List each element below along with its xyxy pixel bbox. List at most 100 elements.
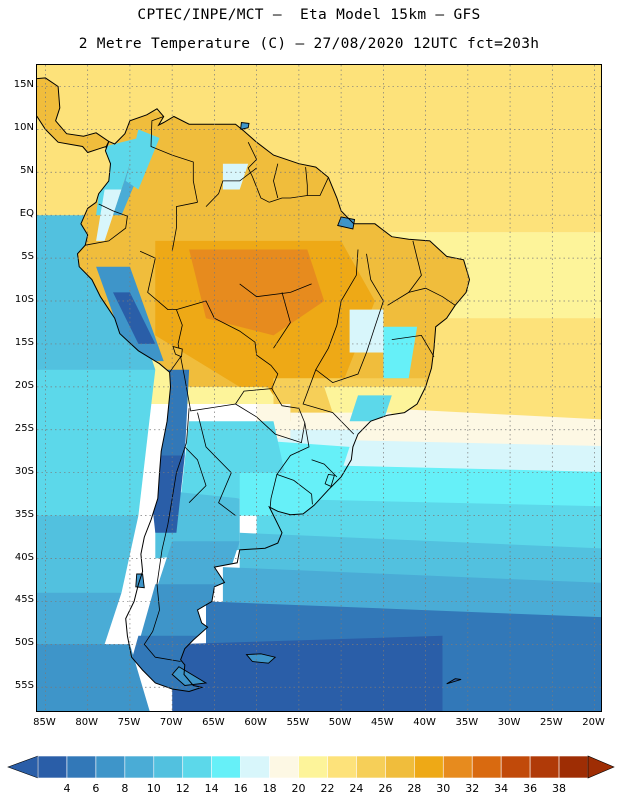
lat-tick-label: 15S [14, 336, 34, 348]
colorbar-level-label: 10 [146, 782, 161, 795]
lat-tick-label: 30S [14, 465, 34, 477]
colorbar-swatch-11 [356, 755, 386, 779]
border-19 [391, 334, 435, 358]
island-1 [135, 573, 145, 589]
colorbar-level-label: 26 [378, 782, 393, 795]
lat-lon-grid [37, 65, 601, 711]
ocean-band-11 [37, 215, 156, 397]
colorbar-swatch-15 [471, 755, 502, 779]
border-20 [408, 287, 456, 306]
colorbar-swatch-4 [153, 755, 184, 779]
lat-tick-label: EQ [19, 208, 34, 220]
lon-tick-label: 25W [540, 717, 563, 728]
lon-tick-label: 70W [159, 717, 183, 728]
colorbar-swatch-2 [95, 755, 126, 779]
lon-tick-label: 60W [244, 717, 267, 728]
lat-tick-label: 15N [13, 79, 34, 91]
colorbar-level-label: 24 [349, 782, 364, 795]
colorbar-level-label: 18 [262, 782, 277, 795]
colorbar-level-label: 30 [436, 782, 451, 795]
lat-tick-label: 50S [14, 637, 34, 649]
border-15 [315, 249, 384, 384]
border-21 [387, 240, 422, 306]
colorbar-swatch-12 [385, 755, 415, 779]
lat-tick-label: 25S [14, 422, 34, 434]
lat-tick-label: 5S [21, 251, 34, 263]
colorbar-swatch-5 [182, 755, 212, 779]
islands [135, 122, 462, 686]
border-16 [273, 292, 291, 349]
colorbar-swatch-8 [269, 755, 299, 779]
land-field-12 [239, 472, 325, 516]
land-field-25 [222, 163, 249, 190]
colorbar-level-label: 20 [291, 782, 306, 795]
colorbar-swatch-13 [414, 755, 444, 779]
colorbar-level-label: 22 [320, 782, 335, 795]
lat-tick-label: 55S [14, 680, 34, 692]
colorbar-level-label: 36 [523, 782, 538, 795]
colorbar-level-label: 6 [92, 782, 100, 795]
border-13 [305, 167, 308, 196]
ocean-band-15 [37, 644, 150, 711]
colorbar-swatch-9 [298, 755, 328, 779]
lon-tick-label: 30W [497, 717, 521, 728]
colorbar-swatch-18 [558, 755, 589, 779]
border-12 [273, 163, 279, 199]
colorbar-high-arrow [587, 755, 615, 779]
colorbar-swatch-7 [240, 755, 270, 779]
lon-tick-label: 20W [582, 717, 605, 728]
colorbar-swatch-16 [500, 755, 531, 779]
ocean-band-12 [37, 369, 156, 535]
colorbar-swatch-10 [327, 755, 357, 779]
lat-tick-label: 10S [14, 294, 34, 306]
lat-tick-label: 40S [14, 551, 34, 563]
colorbar-level-label: 12 [175, 782, 190, 795]
lat-tick-label: 10N [13, 122, 34, 134]
border-9 [143, 408, 190, 662]
temperature-map-canvas [37, 65, 601, 711]
border-6 [235, 388, 306, 444]
colorbar-level-label: 4 [63, 782, 71, 795]
ocean-band-14 [37, 592, 122, 656]
land-field-14 [155, 541, 240, 593]
lagoa-dos-patos [324, 473, 335, 487]
lon-tick-label: 40W [413, 717, 436, 728]
lon-tick-label: 65W [202, 717, 225, 728]
colorbar-swatch-3 [124, 755, 155, 779]
colorbar-level-label: 28 [407, 782, 422, 795]
border-4 [176, 300, 279, 389]
colorbar-swatch-17 [529, 755, 560, 779]
colorbar-level-label: 8 [121, 782, 129, 795]
island-2 [240, 122, 250, 130]
lake-titicaca [172, 345, 183, 358]
border-10 [247, 142, 270, 203]
border-23 [184, 446, 207, 503]
lat-tick-label: 5N [20, 165, 34, 177]
border-8 [269, 474, 278, 508]
temperature-colorbar [7, 755, 615, 779]
island-3 [171, 666, 208, 686]
lat-tick-label: 20S [14, 379, 34, 391]
lon-tick-label: 45W [371, 717, 394, 728]
colorbar-level-label: 38 [552, 782, 567, 795]
temperature-map [36, 64, 602, 712]
land-field-22 [96, 189, 122, 241]
border-5 [180, 356, 272, 412]
lat-tick-label: 45S [14, 594, 34, 606]
island-4 [446, 678, 462, 685]
colorbar-level-label: 16 [233, 782, 248, 795]
lon-tick-label: 75W [117, 717, 141, 728]
border-17 [239, 283, 312, 298]
lon-tick-label: 50W [328, 717, 352, 728]
land-field-3 [189, 249, 325, 336]
map-title: CPTEC/INPE/MCT – Eta Model 15km – GFS [137, 7, 481, 23]
lat-tick-label: 35S [14, 508, 34, 520]
colorbar-swatch-1 [66, 755, 97, 779]
lon-tick-label: 35W [455, 717, 479, 728]
colorbar-level-label: 32 [465, 782, 480, 795]
border-1 [171, 201, 198, 252]
border-18 [302, 369, 355, 435]
land-field-28 [349, 395, 392, 422]
colorbar-swatch-6 [211, 755, 241, 779]
map-subtitle: 2 Metre Temperature (C) – 27/08/2020 12U… [78, 36, 540, 52]
